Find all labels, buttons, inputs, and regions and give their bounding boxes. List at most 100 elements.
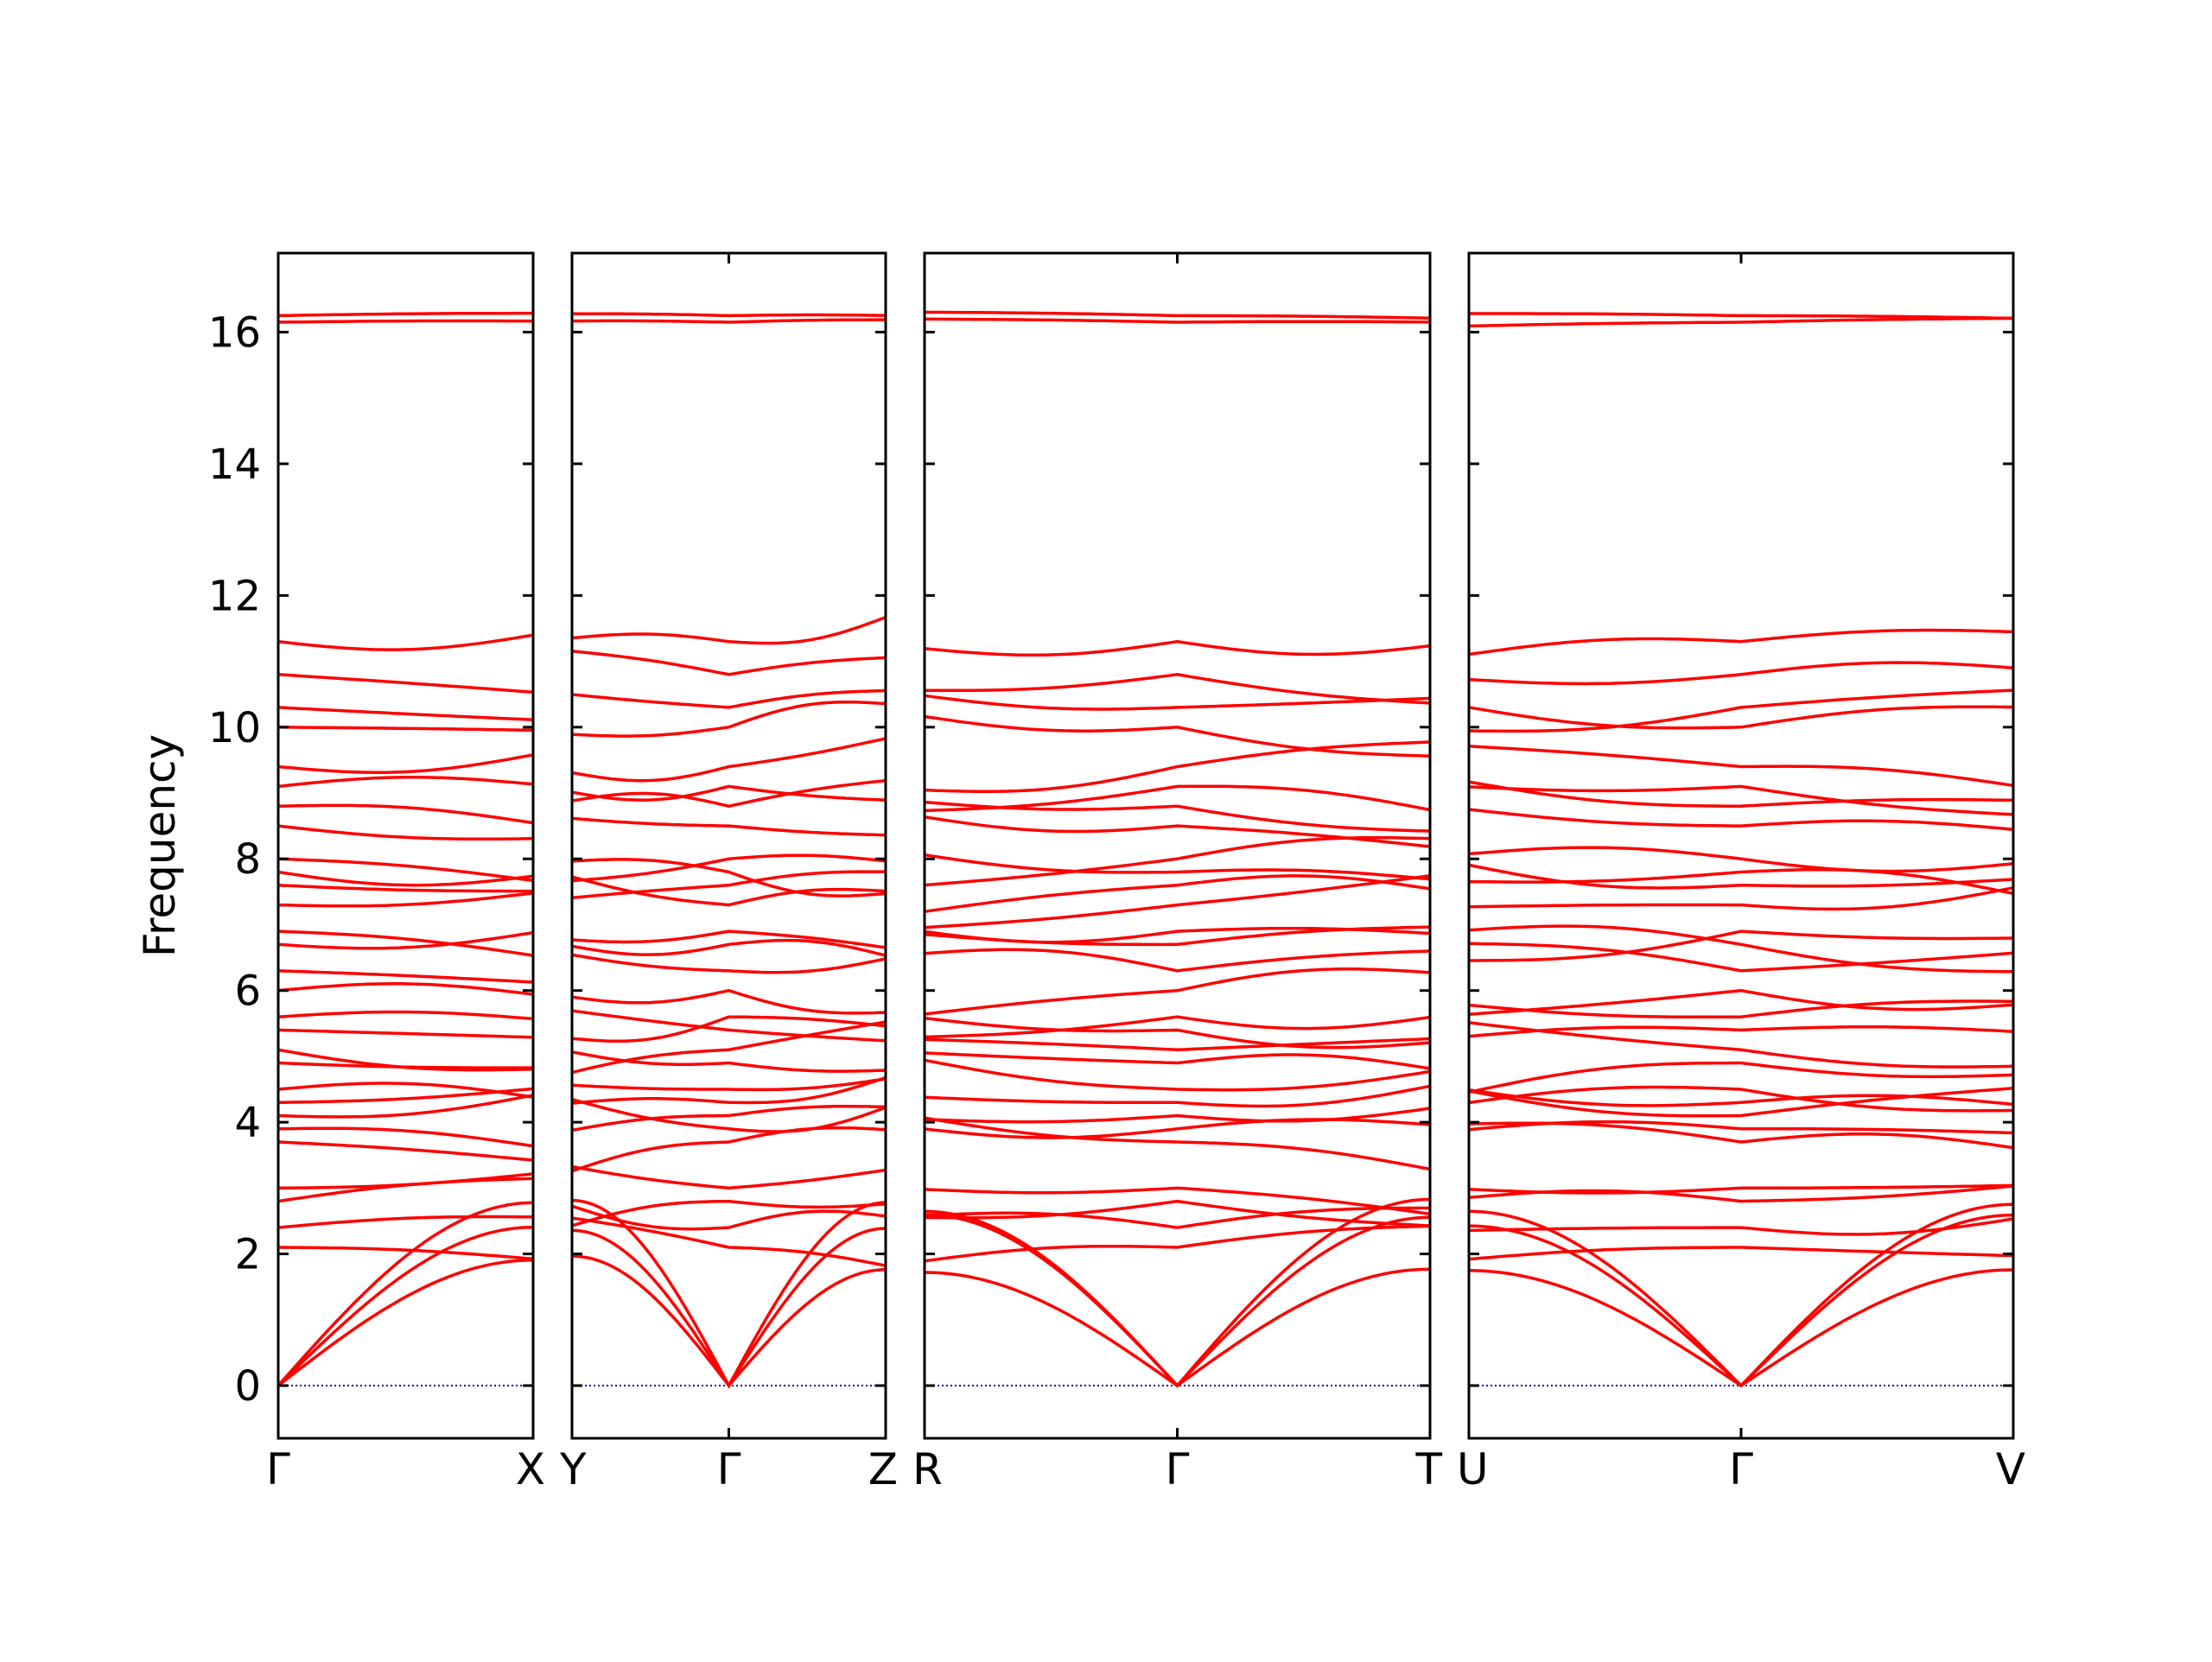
optical-band-line (571, 1216, 887, 1267)
optical-band-line (277, 1010, 534, 1021)
optical-band-line (1468, 661, 2014, 686)
optical-band-line (571, 1075, 887, 1105)
optical-band-line (277, 870, 534, 887)
optical-band-line (571, 1020, 887, 1075)
acoustic-band-line (276, 1225, 534, 1387)
optical-band-line (277, 1048, 534, 1072)
optical-band-line (1468, 705, 2013, 730)
optical-band-line (571, 875, 887, 907)
optical-band-line (277, 726, 534, 733)
optical-band-line (1469, 312, 2014, 320)
optical-band-line (571, 1104, 887, 1132)
optical-band-line (924, 1051, 1431, 1070)
optical-band-line (924, 1186, 1431, 1216)
optical-band-line (277, 753, 534, 774)
optical-band-line (924, 1037, 1431, 1052)
optical-band-line (925, 673, 1431, 705)
optical-band-line (924, 874, 1431, 914)
acoustic-band-line (924, 1213, 1431, 1388)
x-tick-label: U (1457, 1444, 1489, 1494)
acoustic-band-line (276, 1201, 534, 1387)
optical-band-line (1468, 1088, 2014, 1107)
optical-band-line (277, 1172, 534, 1190)
x-tick-label: Γ (1166, 1444, 1190, 1494)
optical-band-line (924, 874, 1431, 929)
optical-band-line (277, 1177, 534, 1203)
optical-band-line (277, 1215, 534, 1229)
optical-band-line (924, 1084, 1431, 1108)
optical-band-line (277, 824, 534, 841)
optical-band-line (277, 1126, 534, 1148)
optical-band-line (277, 857, 534, 883)
y-tick-label: 16 (208, 308, 261, 357)
optical-band-line (277, 982, 534, 996)
optical-band-line (571, 1164, 887, 1190)
optical-band-line (924, 926, 1431, 944)
optical-band-line (1468, 1121, 2014, 1150)
optical-band-line (277, 929, 534, 957)
y-tick-label: 6 (234, 967, 261, 1016)
optical-band-line (277, 883, 533, 893)
optical-band-line (1468, 846, 2014, 873)
optical-band-line (277, 969, 534, 984)
optical-band-line (1468, 1217, 2014, 1236)
optical-band-line (924, 1058, 1431, 1092)
optical-band-line (571, 1015, 887, 1044)
optical-band-line (1468, 316, 2013, 328)
optical-band-line (571, 816, 887, 837)
optical-band-line (571, 988, 887, 1015)
x-tick-label: Z (868, 1444, 898, 1494)
x-tick-label: Γ (717, 1444, 741, 1494)
optical-band-line (571, 953, 887, 974)
acoustic-band-line (571, 1198, 887, 1389)
optical-band-line (571, 938, 887, 957)
y-tick-label: 0 (234, 1362, 261, 1411)
y-axis-label: Frequency (135, 734, 185, 957)
optical-band-line (571, 929, 887, 949)
optical-band-line (924, 1015, 1431, 1039)
acoustic-band-line (571, 1227, 887, 1389)
optical-band-line (571, 858, 887, 898)
optical-band-line (277, 803, 534, 825)
acoustic-band-line (1468, 1268, 2014, 1388)
optical-band-line (924, 1016, 1431, 1050)
optical-band-line (571, 853, 887, 883)
optical-band-line (1468, 808, 2014, 832)
optical-band-line (1468, 1120, 2014, 1135)
optical-band-line (571, 778, 887, 809)
optical-band-line (1468, 1025, 2014, 1038)
optical-band-line (277, 1094, 534, 1119)
optical-band-line (277, 311, 533, 318)
x-tick-label: T (1414, 1444, 1442, 1494)
y-tick-label: 8 (234, 835, 261, 884)
y-tick-label: 10 (208, 704, 261, 752)
optical-band-line (277, 319, 534, 324)
optical-band-line (1468, 924, 2013, 974)
optical-band-line (571, 870, 886, 900)
y-tick-label: 12 (208, 572, 261, 620)
optical-band-line (924, 1116, 1431, 1171)
optical-band-line (572, 312, 887, 318)
y-tick-label: 2 (234, 1231, 261, 1279)
optical-band-line (1468, 780, 2014, 809)
optical-band-line (1468, 745, 2014, 788)
optical-band-line (924, 1107, 1431, 1124)
optical-band-line (924, 784, 1431, 813)
optical-band-line (277, 1087, 534, 1105)
optical-band-line (572, 318, 886, 324)
optical-band-line (571, 649, 887, 676)
optical-band-line (925, 317, 1430, 324)
x-tick-label: R (912, 1444, 943, 1494)
optical-band-line (571, 1009, 887, 1043)
optical-band-line (924, 694, 1431, 711)
optical-band-line (1468, 863, 2014, 890)
optical-band-line (571, 784, 887, 802)
optical-band-line (1468, 885, 2014, 911)
optical-band-line (277, 1028, 534, 1039)
optical-band-line (1468, 688, 2014, 733)
optical-band-line (1468, 1021, 2014, 1069)
optical-band-line (924, 310, 1431, 320)
optical-band-line (277, 891, 534, 908)
